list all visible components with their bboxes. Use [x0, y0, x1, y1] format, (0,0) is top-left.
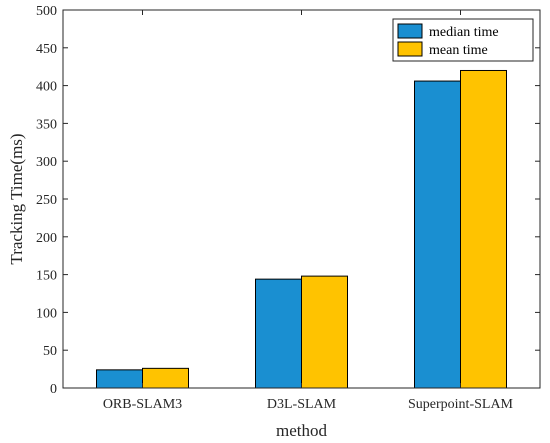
bar-mean-time-d3l-slam [301, 275, 348, 389]
x-tick-label: Superpoint-SLAM [408, 397, 514, 412]
x-axis-label: method [276, 421, 327, 440]
bars-group [96, 69, 507, 389]
bar-mean-time-orb-slam3 [142, 367, 189, 389]
y-tick-label: 350 [36, 117, 57, 132]
bar-mean-time-superpoint-slam [460, 69, 507, 389]
bar-median-time-orb-slam3 [96, 369, 143, 389]
legend-label: mean time [429, 43, 488, 58]
legend-label: median time [429, 25, 499, 40]
x-tick-label: D3L-SLAM [267, 397, 337, 412]
x-tick-label: ORB-SLAM3 [103, 397, 182, 412]
bar-median-time-d3l-slam [255, 278, 302, 389]
y-tick-label: 400 [36, 80, 57, 95]
y-tick-label: 200 [36, 231, 57, 246]
y-tick-label: 300 [36, 155, 57, 170]
y-tick-label: 0 [50, 382, 57, 397]
y-axis-label: Tracking Time(ms) [7, 133, 26, 264]
y-tick-label: 500 [36, 4, 57, 19]
y-axis-ticks: 0 50 100 150 200 250 300 350 400 450 500 [36, 4, 540, 397]
legend: median time mean time [392, 18, 534, 62]
y-tick-label: 150 [36, 269, 57, 284]
y-tick-label: 100 [36, 306, 57, 321]
y-tick-label: 450 [36, 42, 57, 57]
legend-swatch-median-time [397, 23, 423, 39]
legend-swatch-mean-time [397, 41, 423, 57]
x-axis-ticks: ORB-SLAM3 D3L-SLAM Superpoint-SLAM [103, 10, 514, 412]
bar-median-time-superpoint-slam [414, 80, 461, 389]
y-tick-label: 50 [43, 344, 57, 359]
y-tick-label: 250 [36, 193, 57, 208]
